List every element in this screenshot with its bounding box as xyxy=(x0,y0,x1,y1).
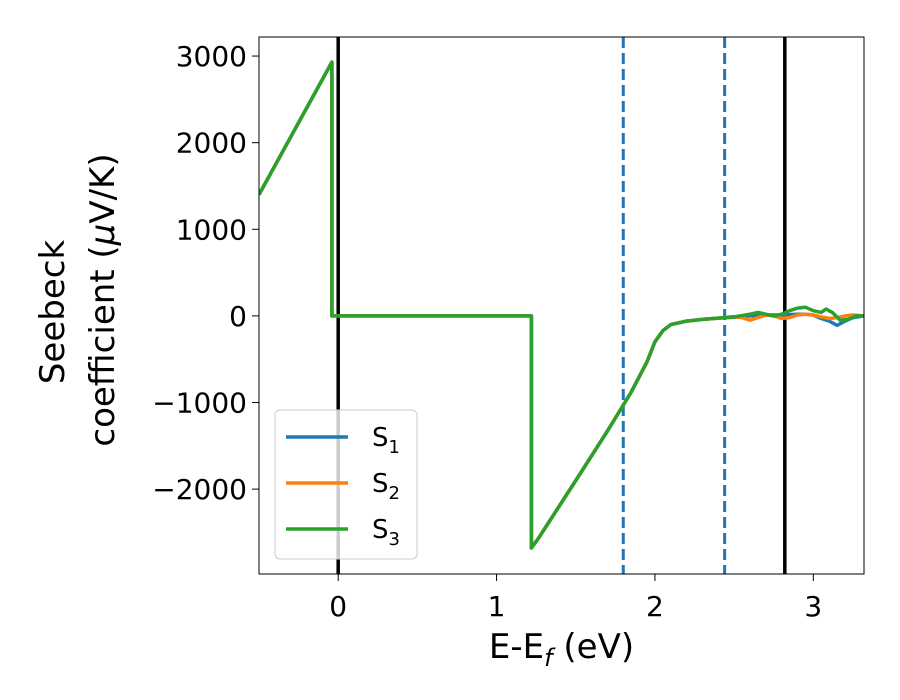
legend-label-s1: S1 xyxy=(372,423,400,458)
y-tick-label: 1000 xyxy=(176,213,247,246)
x-tick-label: 2 xyxy=(646,590,664,623)
y-axis-label-unit: V/K) xyxy=(83,153,123,223)
y-tick-label: 2000 xyxy=(176,127,247,160)
y-tick-label: 0 xyxy=(229,300,247,333)
y-axis-label-line2: coefficient (μV/K) xyxy=(83,153,123,446)
y-axis-label-line1: Seebeck xyxy=(33,240,73,385)
x-tick-label: 3 xyxy=(804,590,822,623)
series-line-s3 xyxy=(259,60,864,550)
x-axis-label-main: E-E xyxy=(489,627,544,667)
x-tick-label: 0 xyxy=(329,590,347,623)
legend-label-s2: S2 xyxy=(372,469,400,504)
x-tick-label: 1 xyxy=(488,590,506,623)
x-axis-label-unit: (eV) xyxy=(553,627,635,667)
plot-frame xyxy=(258,36,865,575)
y-axis-ticks: 3000 2000 1000 0 −1000 −2000 xyxy=(152,40,259,506)
y-tick-label: −1000 xyxy=(152,387,247,420)
legend-label-s3: S3 xyxy=(372,515,400,550)
y-tick-label: −2000 xyxy=(152,473,247,506)
y-tick-label: 3000 xyxy=(176,40,247,73)
x-axis-ticks: 0 1 2 3 xyxy=(329,574,822,623)
x-axis-label: E-Ef (eV) xyxy=(489,627,634,672)
y-axis-label-coefficient: coefficient ( xyxy=(83,245,123,446)
y-axis-label: Seebeck coefficient (μV/K) xyxy=(33,153,123,446)
series-lines xyxy=(259,60,864,550)
y-axis-label-mu: μ xyxy=(83,224,123,247)
legend: S1 S2 S3 xyxy=(274,409,418,560)
